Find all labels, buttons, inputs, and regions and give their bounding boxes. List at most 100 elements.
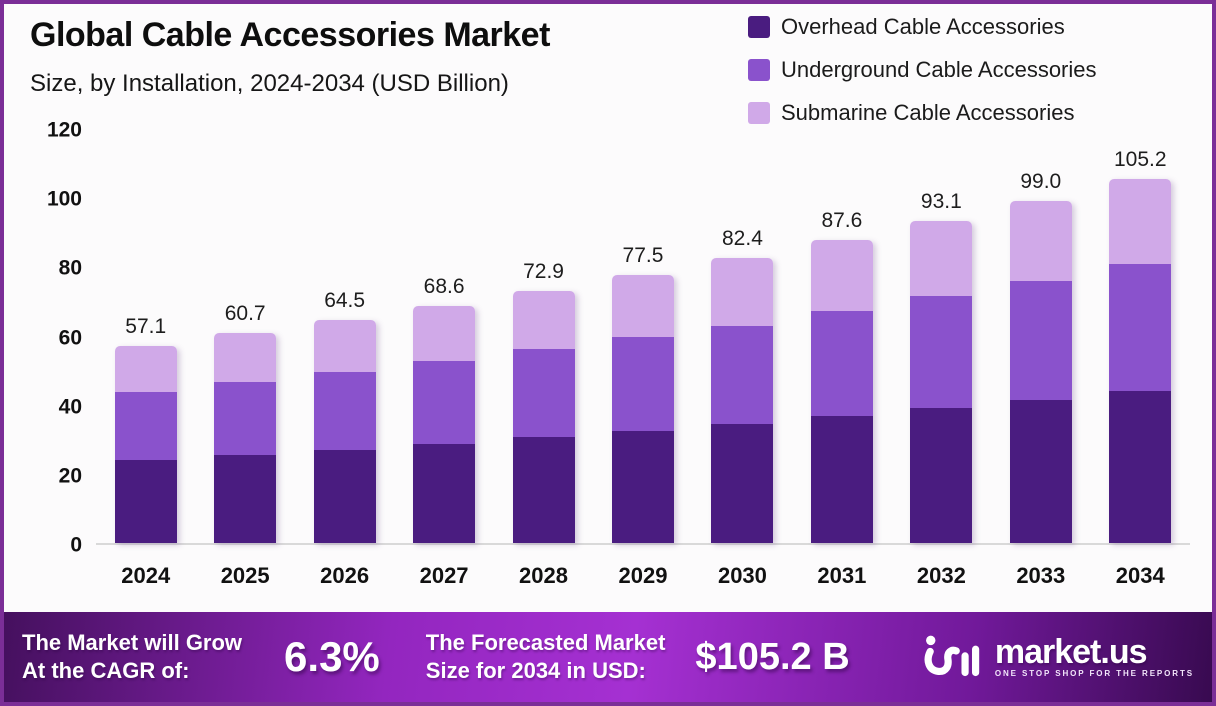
legend-item-underground: Underground Cable Accessories — [748, 57, 1097, 83]
bar-segment-overhead-2031 — [810, 416, 873, 543]
legend-label-submarine: Submarine Cable Accessories — [781, 100, 1075, 125]
y-tick-label: 120 — [46, 118, 82, 142]
y-tick-label: 20 — [58, 464, 82, 488]
bar-segment-submarine-2032 — [910, 221, 973, 296]
y-axis: 0 20 40 60 80 100 120 — [18, 120, 82, 556]
bar-group-2025: 60.7 2025 — [214, 302, 277, 588]
cagr-label-line1: The Market will Grow — [22, 630, 243, 655]
y-tick-label: 40 — [58, 395, 82, 419]
forecast-label-line2: Size for 2034 in USD: — [425, 658, 646, 683]
x-tick-label: 2027 — [419, 563, 469, 588]
stacked-bar — [114, 345, 177, 543]
bar-total-label: 77.5 — [622, 244, 664, 267]
stacked-bar — [1109, 179, 1172, 543]
bar-group-2030: 82.4 2030 — [711, 227, 774, 588]
bar-total-label: 105.2 — [1113, 148, 1167, 172]
bar-segment-underground-2029 — [611, 336, 674, 432]
bar-segment-overhead-2024 — [114, 460, 177, 543]
bar-segment-overhead-2032 — [910, 408, 973, 543]
bar-segment-submarine-2034 — [1109, 179, 1172, 264]
bar-segment-overhead-2030 — [711, 423, 774, 543]
y-tick-label: 60 — [58, 326, 82, 349]
brand-tagline: ONE STOP SHOP FOR THE REPORTS — [994, 668, 1194, 678]
x-tick-label: 2032 — [916, 563, 966, 588]
bar-total-label: 60.7 — [224, 302, 266, 326]
legend-item-submarine: Submarine Cable Accessories — [748, 100, 1097, 126]
market-us-logo-icon — [924, 635, 980, 677]
bar-segment-submarine-2033 — [1009, 200, 1072, 281]
bar-group-2034: 105.2 2034 — [1109, 148, 1172, 588]
cagr-label: The Market will Grow At the CAGR of: — [22, 629, 242, 685]
stacked-bar — [611, 275, 674, 543]
x-tick-label: 2031 — [817, 563, 867, 588]
stacked-bar — [910, 221, 973, 543]
bar-segment-underground-2024 — [114, 391, 177, 461]
brand-logo: market.us ONE STOP SHOP FOR THE REPORTS — [923, 629, 1194, 685]
page-subtitle: Size, by Installation, 2024-2034 (USD Bi… — [30, 70, 509, 97]
stacked-bar — [711, 258, 774, 543]
x-tick-label: 2024 — [121, 563, 171, 588]
bar-segment-underground-2027 — [413, 361, 476, 445]
brand-name: market.us — [994, 632, 1148, 671]
bar-segment-underground-2034 — [1109, 263, 1172, 392]
chart-legend: Overhead Cable Accessories Underground C… — [748, 14, 1097, 126]
bar-segment-underground-2028 — [512, 348, 575, 438]
bar-total-label: 64.5 — [324, 288, 366, 312]
bar-segment-submarine-2026 — [313, 319, 376, 373]
bar-segment-overhead-2033 — [1009, 399, 1072, 543]
bar-total-label: 68.6 — [423, 274, 465, 298]
x-tick-label: 2030 — [717, 563, 767, 588]
legend-swatch-underground — [748, 59, 770, 81]
bar-total-label: 93.1 — [920, 190, 962, 214]
bar-segment-overhead-2025 — [214, 455, 277, 543]
bar-segment-submarine-2031 — [810, 240, 873, 311]
legend-label-overhead: Overhead Cable Accessories — [781, 14, 1065, 39]
x-tick-label: 2029 — [618, 563, 668, 588]
bar-group-2033: 99.0 2033 — [1009, 169, 1072, 588]
bar-segment-underground-2032 — [910, 295, 973, 409]
x-tick-label: 2033 — [1016, 563, 1066, 588]
bar-group-2024: 57.1 2024 — [114, 315, 177, 588]
bar-group-2029: 77.5 2029 — [611, 244, 674, 588]
bar-segment-overhead-2026 — [313, 449, 376, 543]
stacked-bar — [512, 290, 575, 543]
brand-text: market.us ONE STOP SHOP FOR THE REPORTS — [994, 632, 1194, 678]
bar-total-label: 72.9 — [523, 259, 564, 283]
forecast-label-line1: The Forecasted Market — [425, 630, 666, 655]
bar-segment-underground-2026 — [313, 372, 376, 450]
bar-segment-submarine-2027 — [413, 305, 476, 362]
bar-segment-underground-2025 — [214, 381, 277, 456]
x-tick-label: 2028 — [519, 563, 569, 588]
cagr-value: 6.3% — [284, 633, 380, 680]
bar-total-label: 99.0 — [1020, 169, 1062, 193]
stacked-bar — [313, 319, 376, 543]
forecast-label: The Forecasted Market Size for 2034 in U… — [426, 629, 666, 685]
bar-group-2032: 93.1 2032 — [910, 190, 973, 588]
x-tick-label: 2025 — [220, 563, 270, 588]
bar-segment-underground-2033 — [1009, 280, 1072, 400]
forecast-value: $105.2 B — [695, 635, 850, 678]
bar-segment-underground-2030 — [711, 325, 774, 424]
stacked-bar — [1009, 200, 1072, 543]
bar-group-2027: 68.6 2027 — [413, 274, 476, 588]
bar-segment-underground-2031 — [810, 310, 873, 417]
legend-item-overhead: Overhead Cable Accessories — [748, 14, 1097, 40]
legend-label-underground: Underground Cable Accessories — [781, 57, 1097, 82]
bar-group-2026: 64.5 2026 — [313, 288, 376, 588]
bar-segment-submarine-2030 — [711, 258, 774, 326]
stacked-bar — [214, 333, 277, 543]
y-tick-label: 0 — [70, 533, 82, 557]
stacked-bar — [413, 305, 476, 543]
legend-swatch-overhead — [748, 16, 770, 38]
x-tick-label: 2034 — [1115, 563, 1165, 588]
legend-swatch-submarine — [748, 102, 770, 124]
stacked-bar — [810, 240, 873, 543]
bar-segment-overhead-2028 — [512, 437, 575, 543]
stacked-bar-plot: 57.1 2024 60.7 2025 64.5 2026 68.6 2027 72.9 2028… — [96, 130, 1190, 588]
bar-segment-submarine-2029 — [611, 275, 674, 337]
y-tick-label: 80 — [58, 256, 82, 280]
bar-total-label: 82.4 — [722, 227, 763, 251]
bar-segment-overhead-2034 — [1109, 391, 1172, 543]
bar-group-2031: 87.6 2031 — [810, 209, 873, 588]
